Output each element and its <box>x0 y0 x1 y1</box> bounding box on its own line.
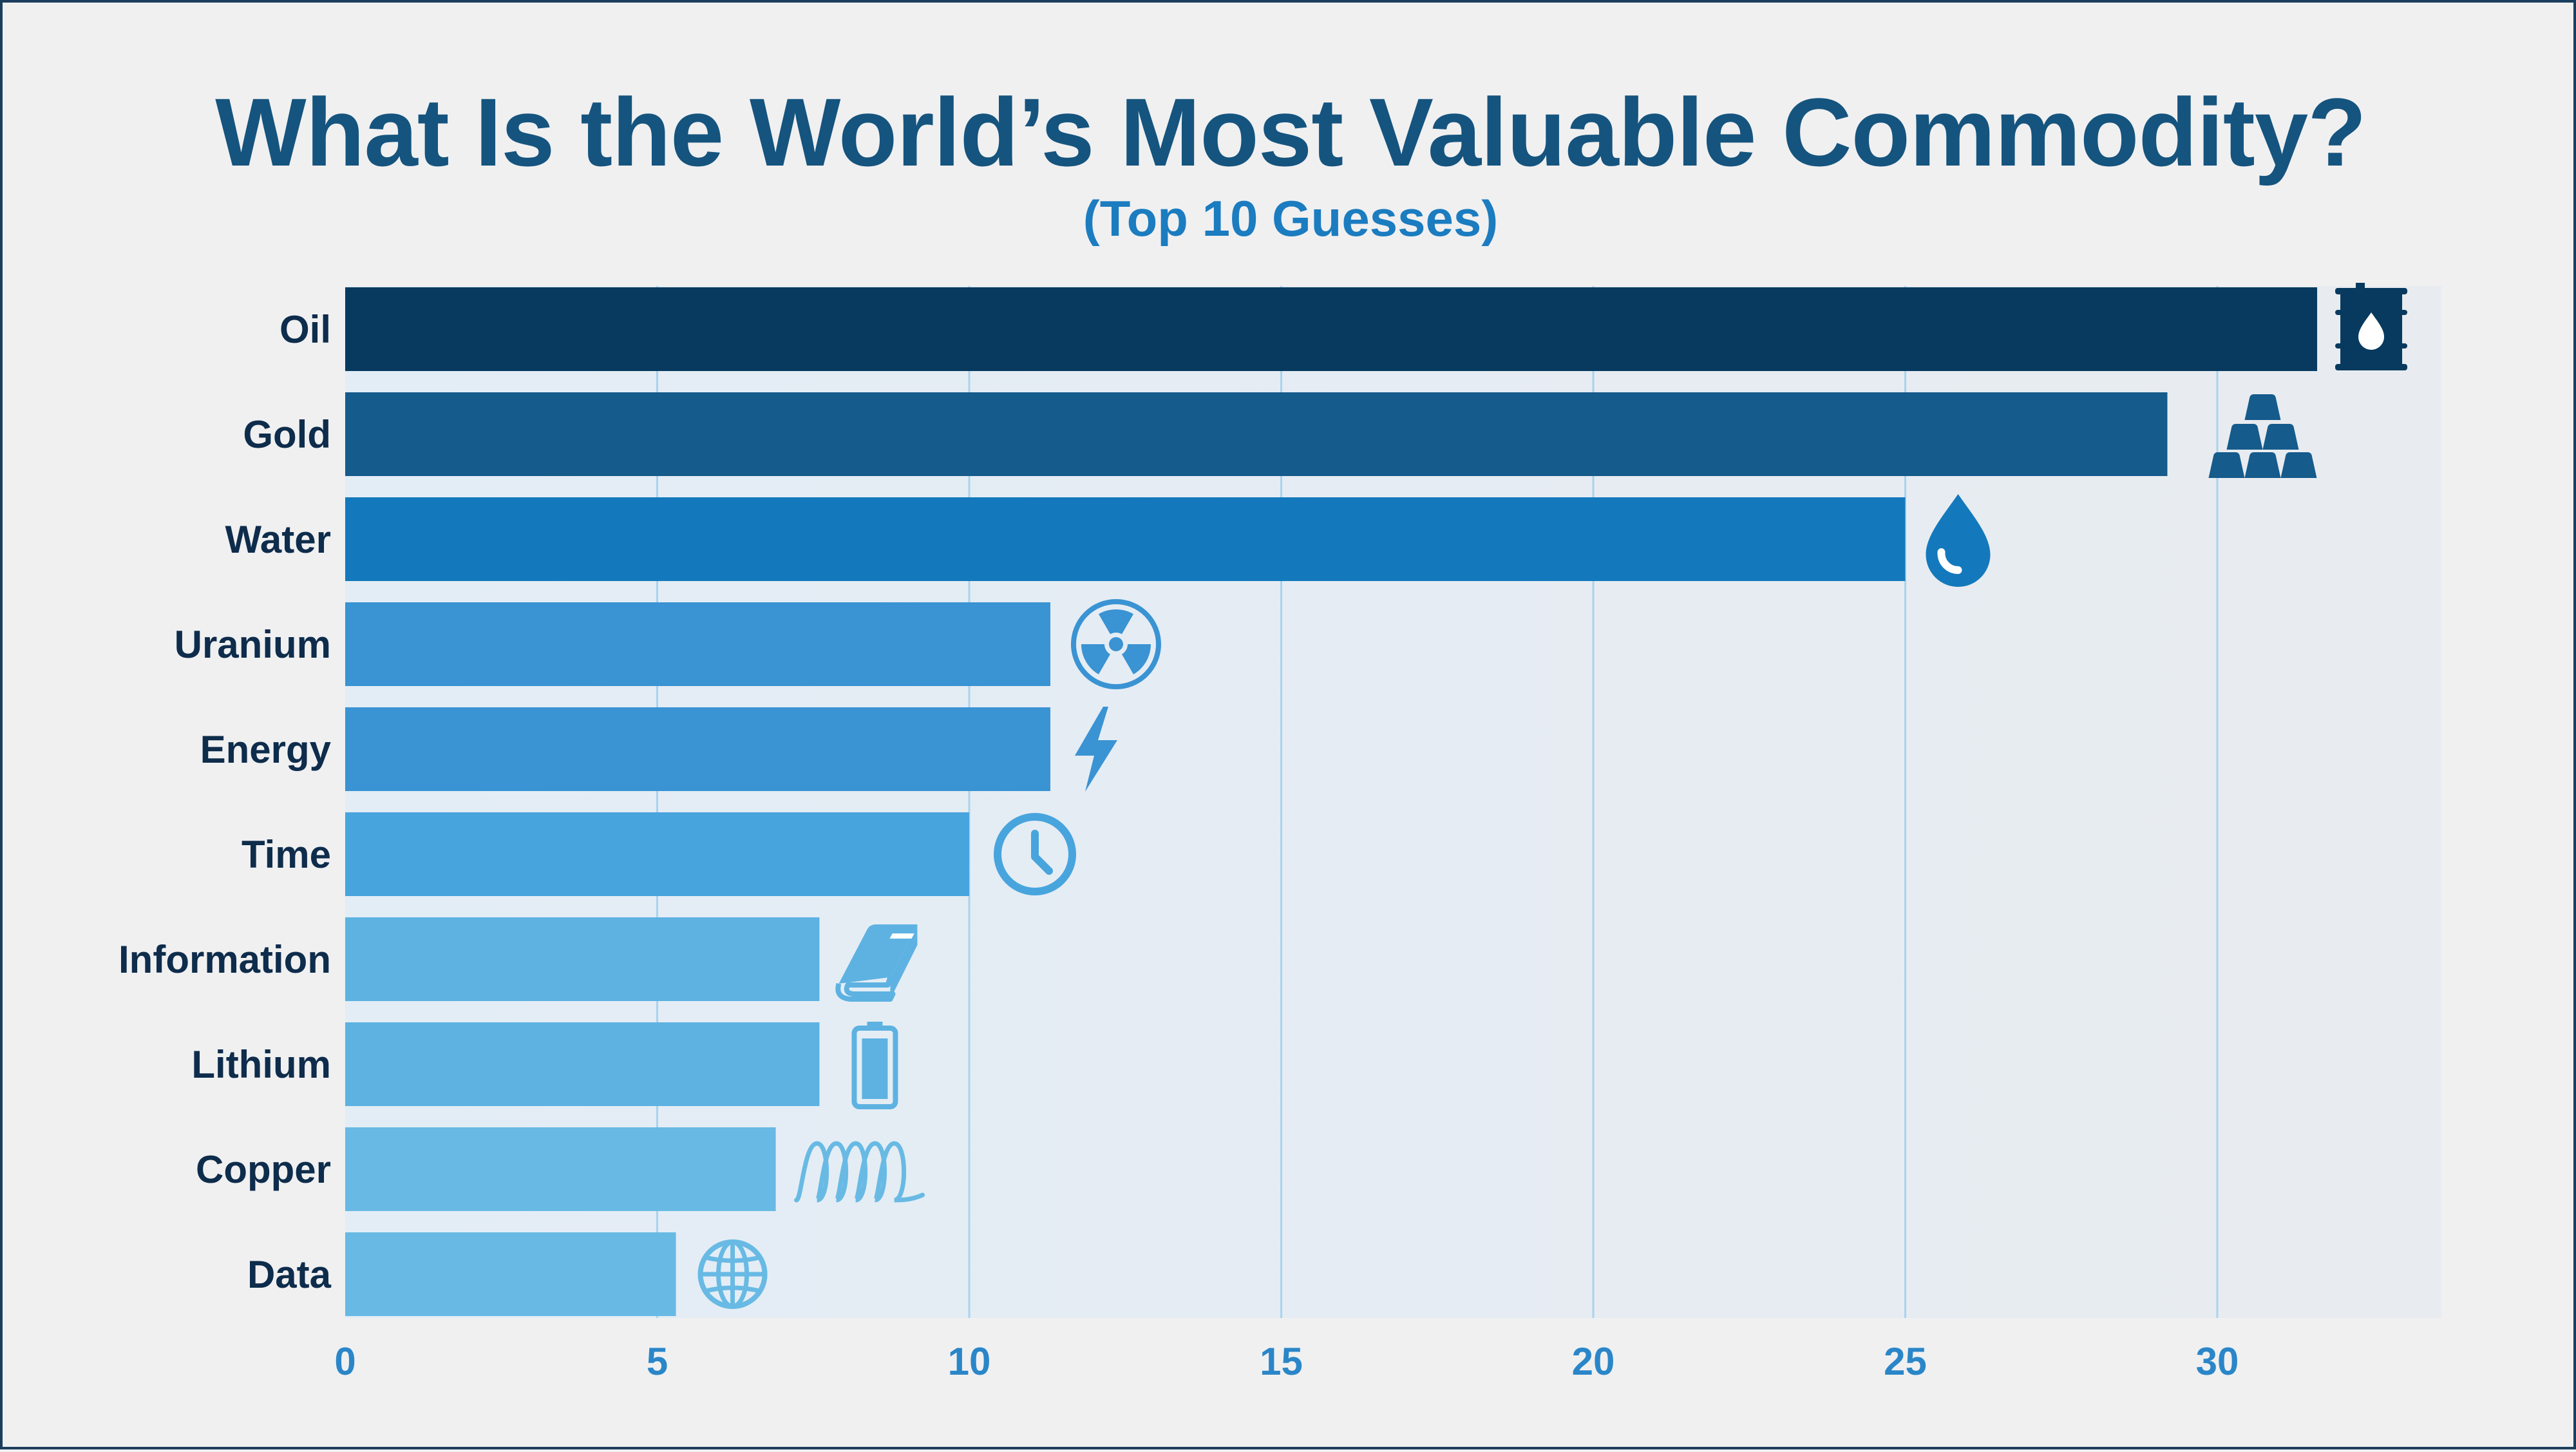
x-tick-label: 25 <box>1884 1340 1927 1383</box>
bar-lithium <box>345 1022 820 1106</box>
bar-chart: Oil Gold Water Uranium Energy Time Information… <box>118 283 2441 1383</box>
bar-copper <box>345 1127 776 1211</box>
water-drop-icon <box>1926 494 1991 587</box>
category-label: Data <box>247 1253 332 1296</box>
bars <box>345 287 2318 1316</box>
category-label: Gold <box>243 413 331 456</box>
category-labels: Oil Gold Water Uranium Energy Time Information… <box>118 308 332 1296</box>
bar-energy <box>345 707 1050 791</box>
lightning-icon <box>1074 707 1117 792</box>
battery-icon <box>851 1022 898 1109</box>
x-tick-labels: 0 5 10 15 20 25 30 <box>334 1340 2239 1383</box>
radiation-icon <box>1070 599 1161 689</box>
category-label: Water <box>225 518 331 561</box>
category-label: Lithium <box>191 1043 331 1086</box>
gold-bars-icon <box>2208 394 2317 478</box>
category-label: Energy <box>200 728 332 771</box>
book-icon <box>835 924 918 1002</box>
chart-subtitle: (Top 10 Guesses) <box>1083 190 1499 247</box>
category-label: Time <box>242 833 331 876</box>
x-tick-label: 10 <box>948 1340 991 1383</box>
globe-icon <box>697 1239 768 1309</box>
bar-information <box>345 917 820 1001</box>
bar-time <box>345 812 969 896</box>
x-tick-label: 15 <box>1260 1340 1303 1383</box>
bar-gold <box>345 392 2168 476</box>
copper-coil-icon <box>794 1141 925 1203</box>
bar-uranium <box>345 602 1050 686</box>
category-label: Uranium <box>175 623 331 666</box>
x-tick-label: 30 <box>2196 1340 2239 1383</box>
clock-icon <box>994 813 1076 895</box>
category-label: Oil <box>279 308 331 351</box>
category-label: Information <box>118 938 331 981</box>
bar-water <box>345 497 1906 581</box>
x-tick-label: 5 <box>647 1340 668 1383</box>
chart-title: What Is the World’s Most Valuable Commod… <box>215 78 2367 186</box>
x-tick-label: 20 <box>1572 1340 1615 1383</box>
x-tick-label: 0 <box>334 1340 355 1383</box>
oil-barrel-icon <box>2335 283 2408 370</box>
category-label: Copper <box>196 1148 331 1191</box>
bar-oil <box>345 287 2318 371</box>
bar-data <box>345 1232 676 1316</box>
bar-icons <box>697 283 2408 1309</box>
